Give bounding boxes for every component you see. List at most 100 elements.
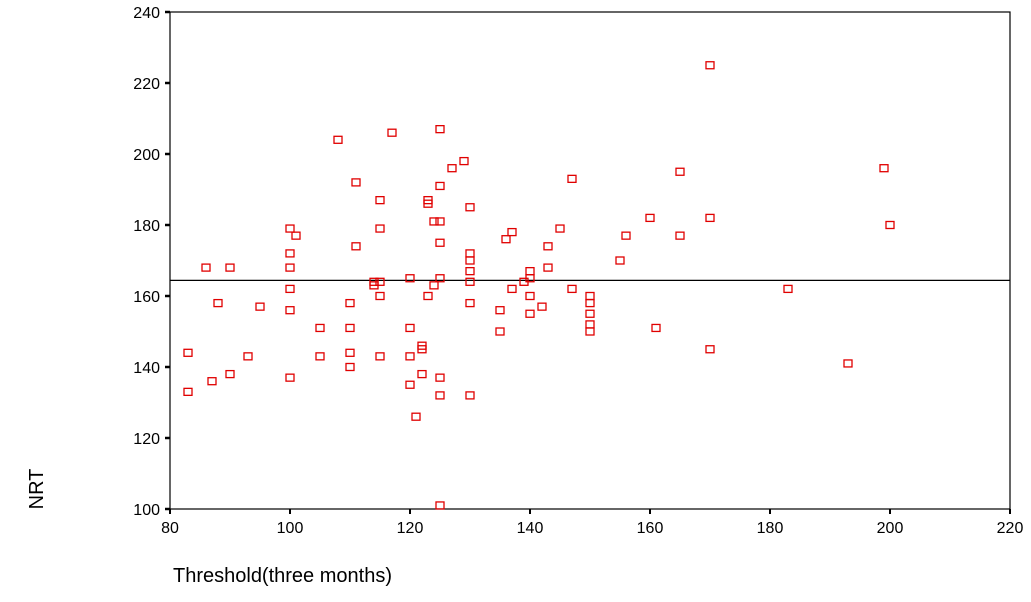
scatter-point [375,195,385,205]
scatter-point [705,213,715,223]
scatter-point [651,323,661,333]
scatter-point [225,263,235,272]
scatter-point [375,224,385,233]
scatter-point [885,220,895,230]
scatter-point [213,298,223,308]
scatter-point [543,242,553,251]
y-tick-label: 120 [133,431,160,448]
scatter-point [567,284,577,294]
y-tick-label: 160 [133,289,160,306]
x-tick-label: 120 [397,520,424,537]
scatter-point [423,291,433,301]
y-tick-label: 200 [133,147,160,164]
scatter-point [843,359,853,368]
scatter-point [459,156,469,166]
y-axis-title: NRT [26,469,48,510]
x-axis: 80 100 120 140 160 180 200 220 [161,509,1023,537]
scatter-point [435,181,445,191]
scatter-point [429,281,439,290]
scatter-point [543,263,553,272]
scatter-point [585,320,595,329]
scatter-point [465,391,475,400]
x-tick-label: 220 [997,520,1024,537]
scatter-point [285,284,295,294]
scatter-point [615,256,625,265]
scatter-point [255,302,265,311]
x-tick-label: 200 [877,520,904,537]
scatter-point [705,345,715,354]
scatter-point [435,391,445,400]
y-tick-label: 100 [133,502,160,519]
scatter-point [465,266,475,276]
scatter-point [411,412,421,421]
scatter-point [495,306,505,315]
scatter-point [423,199,433,208]
scatter-point [645,213,655,223]
x-axis-title: Threshold(three months) [173,565,392,587]
scatter-point [507,284,517,294]
scatter-point [507,227,517,237]
scatter-point [345,323,355,333]
scatter-point [207,377,217,386]
scatter-point [315,323,325,333]
scatter-point [555,224,565,233]
scatter-point [465,256,475,265]
x-tick-label: 140 [517,520,544,537]
y-tick-label: 240 [133,5,160,22]
scatter-point [387,128,397,137]
scatter-point [405,274,415,283]
scatter-point [417,369,427,379]
scatter-point [675,231,685,240]
points-layer [183,61,895,510]
scatter-point [351,242,361,251]
scatter-point [525,309,535,318]
scatter-point [345,362,355,372]
scatter-point [375,291,385,301]
scatter-point [621,231,631,240]
scatter-point [375,277,385,286]
scatter-point [225,369,235,379]
scatter-point [495,327,505,336]
scatter-point [447,164,457,173]
scatter-point [501,235,511,244]
y-tick-label: 180 [133,218,160,235]
scatter-point [417,345,427,354]
y-tick-label: 220 [133,76,160,93]
plot-frame [169,11,1011,510]
scatter-point [675,167,685,176]
scatter-point [567,174,577,184]
scatter-point [405,380,415,389]
x-tick-label: 160 [637,520,664,537]
scatter-point [879,164,889,173]
scatter-point [525,266,535,276]
scatter-point [351,178,361,187]
scatter-point [375,352,385,361]
y-tick-label: 140 [133,360,160,377]
scatter-point [285,263,295,272]
plot-border [169,11,1011,510]
scatter-point [345,348,355,357]
x-tick-label: 100 [277,520,304,537]
scatter-point [405,352,415,361]
scatter-point [435,125,445,134]
scatter-point [291,231,301,240]
scatter-point [435,373,445,382]
scatter-point [435,238,445,247]
scatter-point [345,298,355,308]
scatter-point [429,217,439,226]
scatter-point [525,274,535,283]
scatter-point [333,135,343,144]
scatter-point [315,352,325,361]
scatter-point [525,291,535,301]
scatter-point [183,387,193,397]
scatter-point [585,298,595,308]
scatter-point [783,284,793,294]
scatter-point [243,352,253,361]
scatter-point [285,373,295,382]
x-tick-label: 180 [757,520,784,537]
scatter-point [465,249,475,258]
scatter-point [201,263,211,272]
scatter-point [183,348,193,357]
scatter-point [465,298,475,308]
